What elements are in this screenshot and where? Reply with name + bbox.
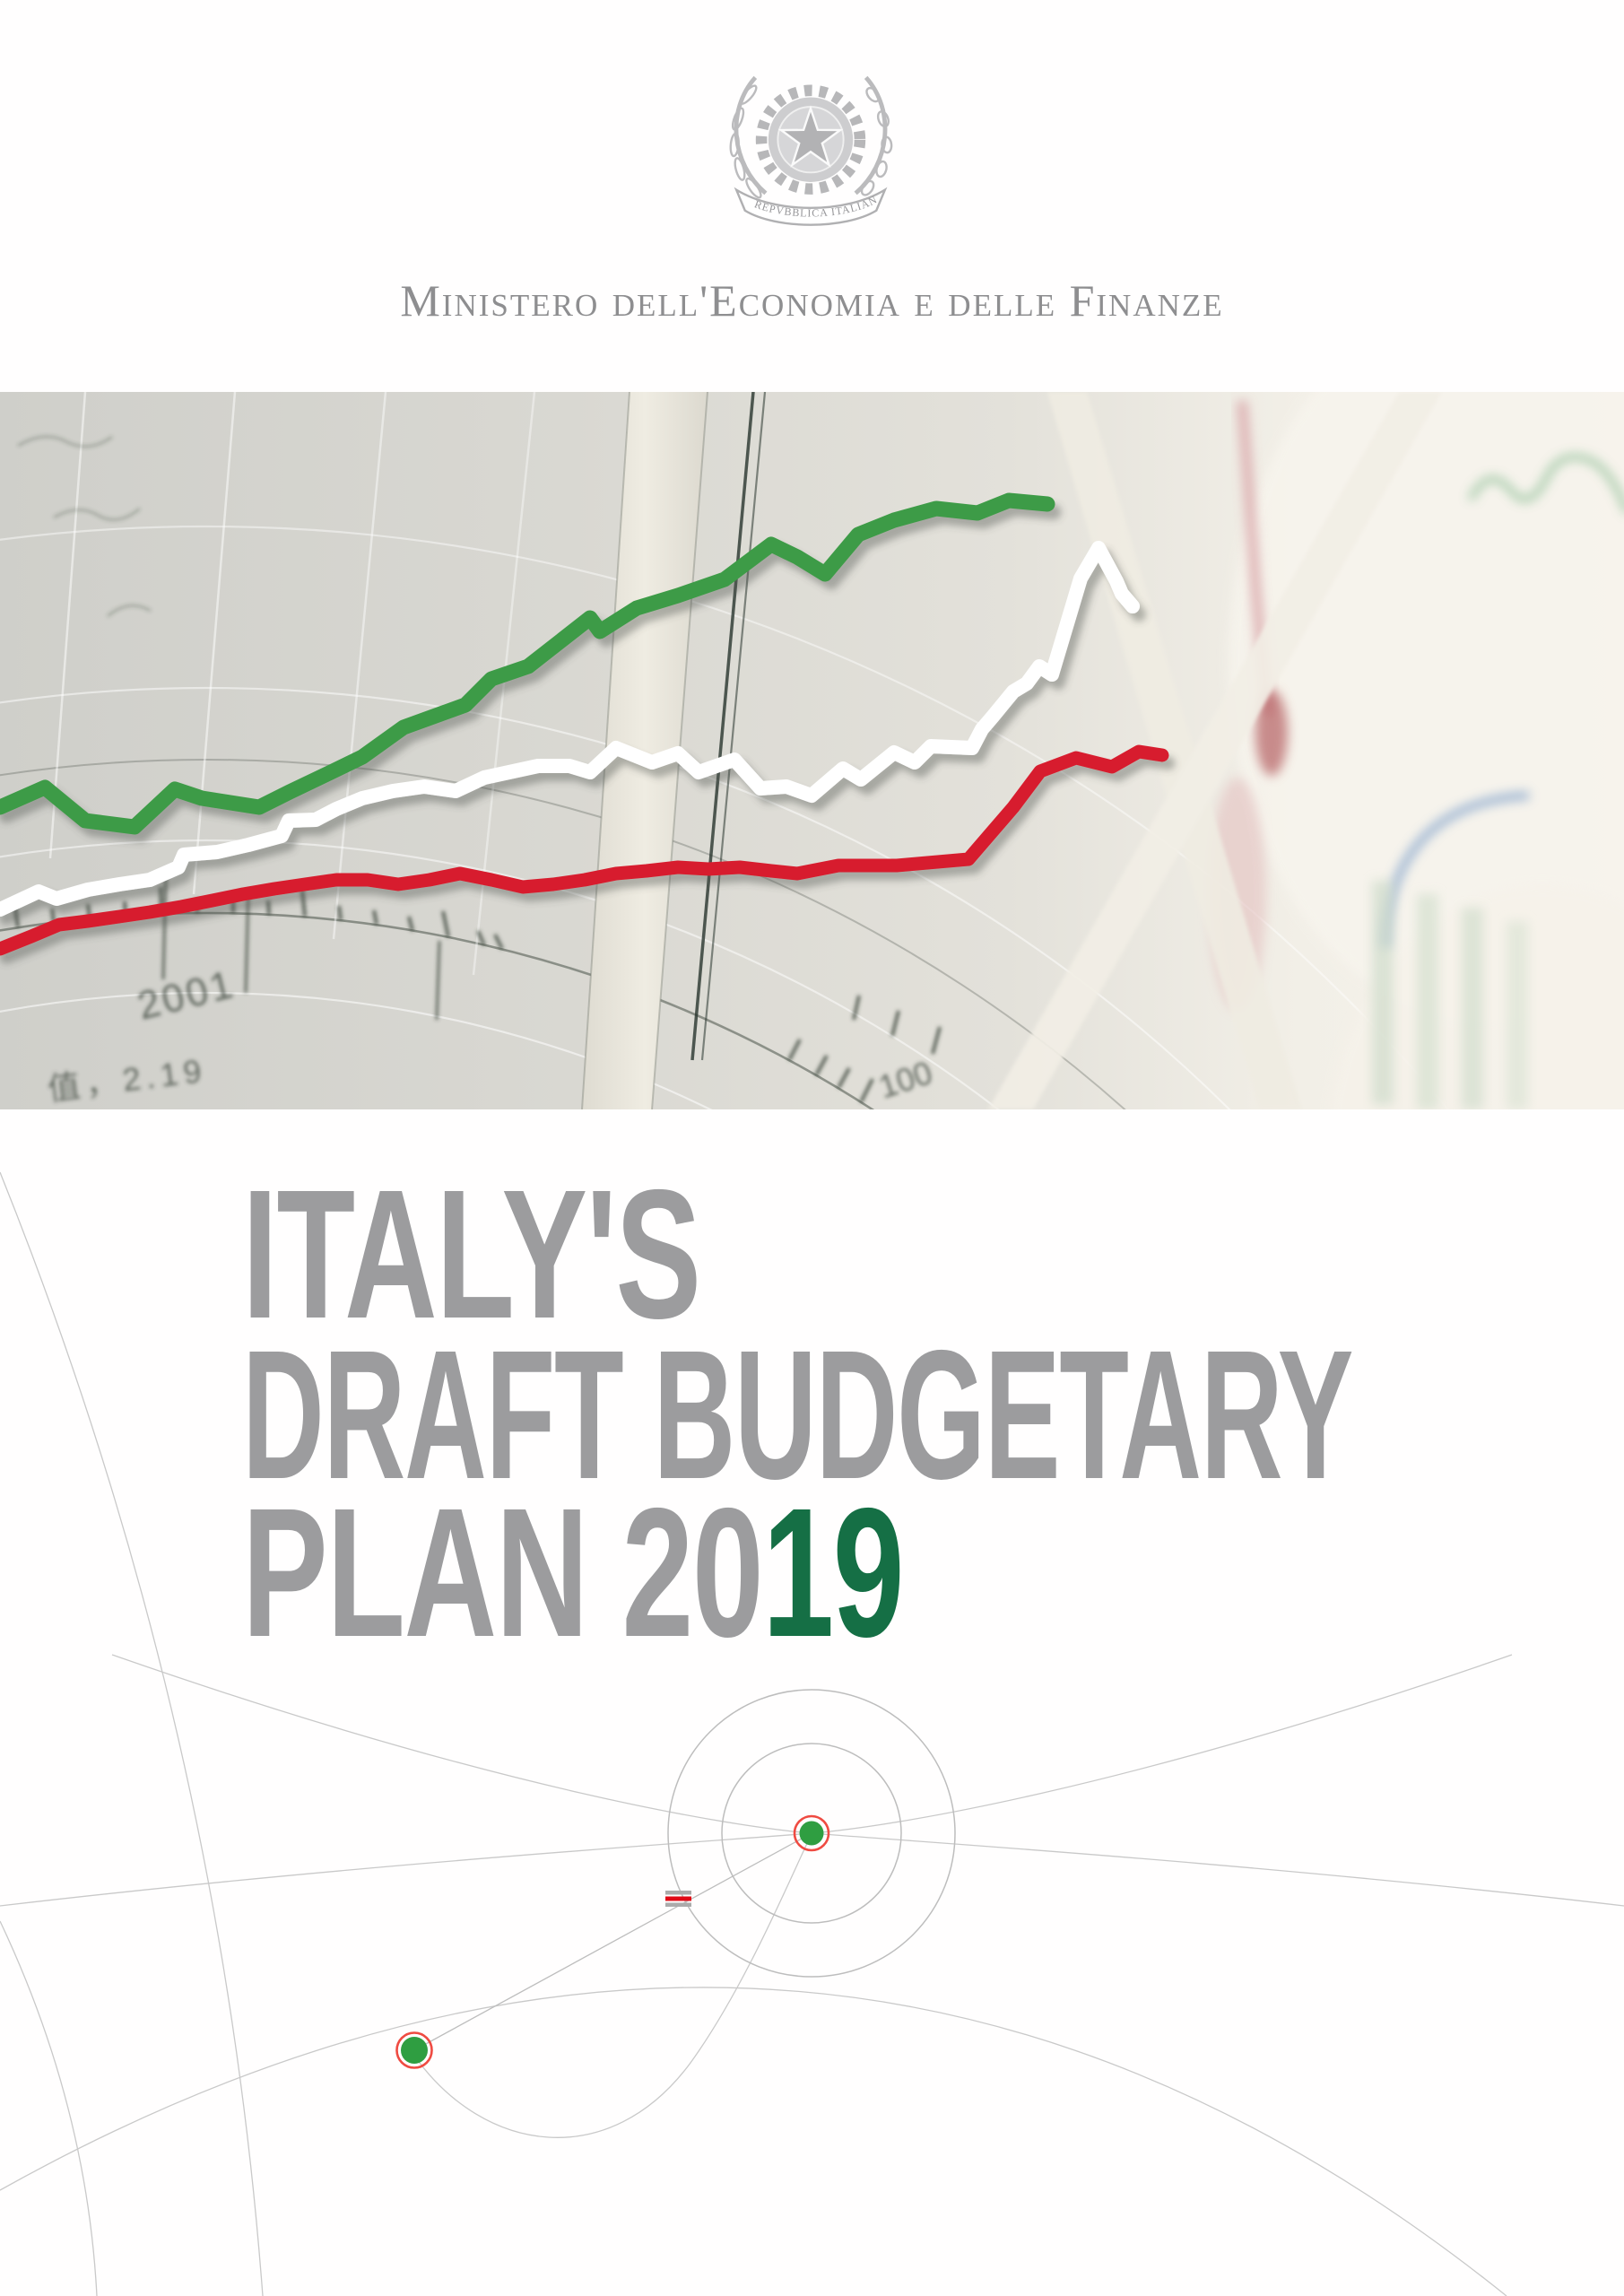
orbital-decoration <box>0 1171 1624 2296</box>
green-dot-secondary <box>395 2031 433 2069</box>
oak-branch-right <box>854 75 893 196</box>
handwriting-scribbles <box>17 435 152 618</box>
star-icon <box>777 105 844 168</box>
equals-badge <box>665 1891 691 1907</box>
red-trend-line <box>0 744 1169 956</box>
page-spine-band <box>581 392 767 1109</box>
blurred-green-scribble <box>1467 454 1624 513</box>
orbit-arcs <box>0 1171 1624 2296</box>
title-line-3-gray: PLAN 20 <box>242 1470 764 1675</box>
laurel-branch-left <box>729 75 768 199</box>
cover-photo-chart-collage: 2001 值，2.19 100 <box>0 392 1624 1109</box>
title-line-2: DRAFT BUDGETARY <box>242 1312 1353 1518</box>
green-dot-primary <box>793 1814 830 1852</box>
ribbon-banner <box>734 187 888 226</box>
polar-grid <box>0 392 1449 1109</box>
title-year-accent: 19 <box>762 1470 904 1675</box>
italy-republic-emblem-icon: REPVBBLICA ITALIANA <box>729 75 893 226</box>
green-trend-line <box>0 492 1055 835</box>
title-line-3: PLAN 2019 <box>242 1481 905 1665</box>
ministry-name: Ministero dell'Economia e delle Finanze <box>400 275 1224 326</box>
white-trend-line <box>0 541 1140 917</box>
title-line-1: ITALY'S <box>242 1152 701 1357</box>
